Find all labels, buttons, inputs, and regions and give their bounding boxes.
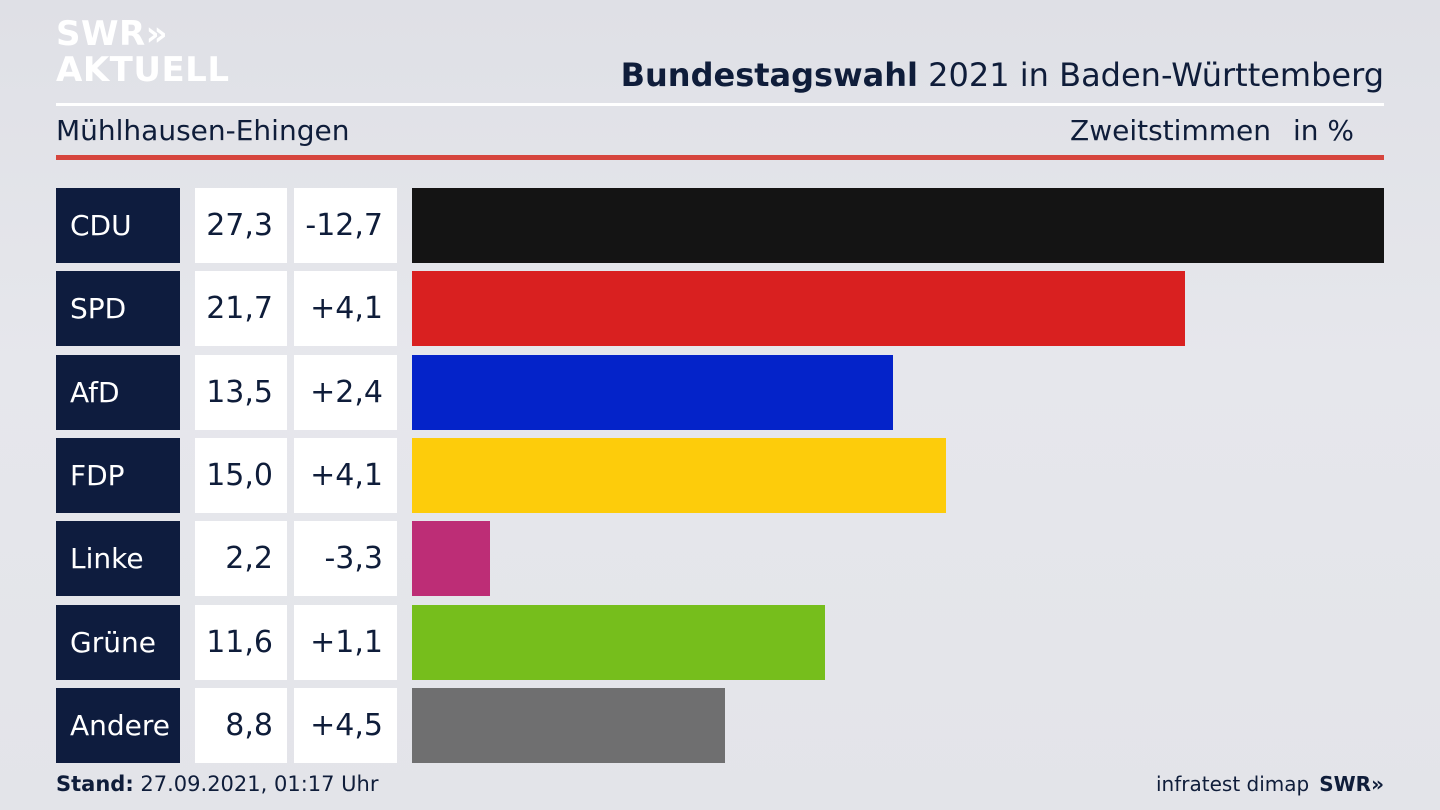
vote-share-label: 15,0 (195, 438, 287, 513)
metric-unit: in % (1292, 114, 1354, 147)
vote-share-label: 13,5 (195, 355, 287, 430)
result-row: FDP 15,0 +4,1 (56, 438, 1384, 513)
metric-name: Zweitstimmen (1070, 114, 1271, 147)
result-row: CDU 27,3 -12,7 (56, 188, 1384, 263)
timestamp: Stand: 27.09.2021, 01:17 Uhr (56, 772, 379, 796)
source-name: infratest dimap (1156, 772, 1310, 796)
swr-brand: SWR» (1319, 772, 1384, 796)
metric-label: Zweitstimmen in % (1070, 114, 1354, 147)
change-label: -3,3 (294, 521, 397, 596)
party-label: Grüne (56, 605, 180, 680)
swr-aktuell-logo: SWR» AKTUELL (56, 16, 230, 88)
change-label: +1,1 (294, 605, 397, 680)
chart-title: Bundestagswahl 2021 in Baden-Württemberg (621, 56, 1384, 94)
accent-divider (56, 155, 1384, 160)
change-label: -12,7 (294, 188, 397, 263)
vote-share-label: 11,6 (195, 605, 287, 680)
vote-share-bar (412, 188, 1384, 263)
party-label: Linke (56, 521, 180, 596)
logo-line-1: SWR» (56, 14, 169, 54)
header-divider (56, 103, 1384, 106)
source-credit: infratest dimap SWR» (1156, 772, 1384, 796)
party-label: SPD (56, 271, 180, 346)
result-row: Linke 2,2 -3,3 (56, 521, 1384, 596)
logo-line-2: AKTUELL (56, 50, 230, 90)
constituency-name: Mühlhausen-Ehingen (56, 114, 350, 147)
result-row: AfD 13,5 +2,4 (56, 355, 1384, 430)
timestamp-label: Stand: (56, 772, 134, 796)
change-label: +4,1 (294, 271, 397, 346)
change-label: +4,5 (294, 688, 397, 763)
result-row: SPD 21,7 +4,1 (56, 271, 1384, 346)
party-label: FDP (56, 438, 180, 513)
vote-share-bar (412, 271, 1185, 346)
timestamp-value: 27.09.2021, 01:17 Uhr (133, 772, 379, 796)
vote-share-bar (412, 438, 947, 513)
vote-share-bar (412, 688, 726, 763)
title-rest: 2021 in Baden-Württemberg (917, 56, 1384, 94)
vote-share-label: 8,8 (195, 688, 287, 763)
title-bold: Bundestagswahl (620, 56, 918, 94)
vote-share-label: 21,7 (195, 271, 287, 346)
vote-share-bar (412, 355, 893, 430)
result-row: Grüne 11,6 +1,1 (56, 605, 1384, 680)
result-row: Andere 8,8 +4,5 (56, 688, 1384, 763)
vote-share-label: 27,3 (195, 188, 287, 263)
vote-share-bar (412, 521, 491, 596)
party-label: AfD (56, 355, 180, 430)
party-label: CDU (56, 188, 180, 263)
change-label: +4,1 (294, 438, 397, 513)
change-label: +2,4 (294, 355, 397, 430)
vote-share-bar (412, 605, 825, 680)
party-label: Andere (56, 688, 180, 763)
vote-share-label: 2,2 (195, 521, 287, 596)
